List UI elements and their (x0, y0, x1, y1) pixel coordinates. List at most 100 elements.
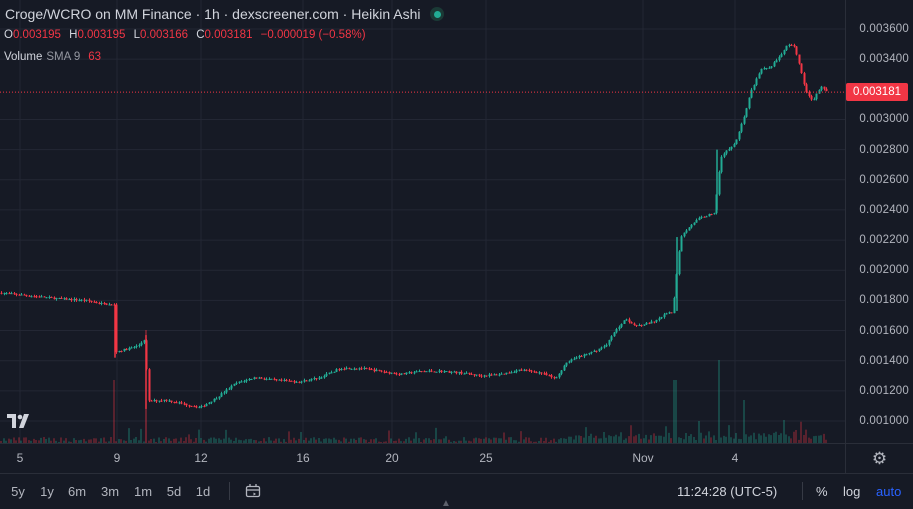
candle-body (668, 312, 671, 314)
candle-body (485, 375, 488, 377)
candle-body (333, 371, 336, 373)
candle-body (68, 299, 71, 301)
candle-body (458, 371, 461, 374)
candle-body (260, 377, 263, 379)
candle-body (78, 300, 81, 302)
range-1m-button[interactable]: 1m (133, 484, 153, 499)
time-tick-label: 25 (479, 451, 493, 465)
candle-body (495, 374, 498, 376)
candle-body (763, 68, 766, 70)
chevron-up-icon[interactable]: ▲ (441, 498, 451, 509)
candle-body (700, 216, 703, 218)
range-6m-button[interactable]: 6m (67, 484, 87, 499)
log-scale-button[interactable]: log (843, 484, 861, 499)
price-chart-svg[interactable] (0, 0, 845, 443)
candle-body (203, 405, 206, 407)
time-tick-label: 4 (731, 451, 739, 465)
ohlc-legend: O0.003195 H0.003195 L0.003166 C0.003181 … (4, 29, 371, 41)
candle-body (48, 296, 51, 298)
candle-body (475, 374, 478, 376)
candle-body (553, 377, 556, 379)
candle-body (513, 372, 516, 374)
gear-icon[interactable]: ⚙ (845, 443, 913, 473)
candle-body (500, 373, 503, 375)
range-3m-button[interactable]: 3m (100, 484, 120, 499)
volume-legend[interactable]: Volume SMA 9 63 (4, 51, 101, 63)
candle-body (265, 378, 268, 380)
candle-body (565, 362, 568, 366)
candle-body (640, 325, 643, 327)
candle-body (93, 301, 96, 303)
candle-body (250, 379, 253, 381)
last-price-label: 0.003181 (846, 83, 908, 102)
close-value: 0.003181 (204, 29, 253, 41)
candle-body (73, 299, 76, 301)
candle-body (173, 401, 176, 403)
candle-body (813, 99, 816, 101)
candle-body (610, 336, 613, 340)
candle-body (820, 86, 823, 90)
candle-body (420, 371, 423, 373)
candle-body (65, 298, 68, 300)
price-tick-label: 0.003400 (859, 53, 909, 66)
price-tick-label: 0.002000 (859, 264, 909, 277)
candle-body (323, 375, 326, 378)
candle-body (290, 380, 293, 382)
candle-body (10, 293, 13, 295)
candle-body (163, 399, 166, 401)
time-axis[interactable]: 5 9 12 16 20 25 Nov 4 (0, 443, 845, 473)
candle-body (395, 373, 398, 375)
open-label: O (4, 29, 13, 41)
auto-scale-button[interactable]: auto (876, 484, 902, 499)
clock-timezone[interactable]: 11:24:28 (UTC-5) (677, 484, 778, 499)
candle-body (60, 298, 63, 300)
candle-body (378, 369, 381, 371)
candle-body (540, 372, 543, 374)
range-5d-button[interactable]: 5d (166, 484, 182, 499)
candle-body (788, 44, 791, 46)
candle-body (778, 56, 781, 61)
candle-body (208, 402, 211, 405)
candle-body (415, 371, 418, 373)
candle-body (538, 372, 541, 374)
candle-body (245, 379, 248, 382)
high-value: 0.003195 (77, 29, 126, 41)
close-label: C (196, 29, 205, 41)
candle-body (235, 382, 238, 384)
candle-body (155, 400, 158, 402)
price-axis[interactable]: 0.001000 0.001200 0.001400 0.001600 0.001800… (845, 0, 913, 443)
range-1d-button[interactable]: 1d (195, 484, 211, 499)
candle-body (468, 372, 471, 374)
tradingview-logo[interactable] (5, 411, 33, 431)
candle-body (570, 359, 573, 362)
range-5y-button[interactable]: 5y (11, 484, 25, 499)
candle-body (718, 171, 721, 195)
candle-body (398, 374, 401, 376)
candle-body (353, 368, 356, 370)
compare-icon[interactable] (245, 483, 261, 499)
candle-body (445, 371, 448, 373)
chart-pane[interactable] (0, 0, 845, 443)
percent-scale-button[interactable]: % (816, 484, 828, 499)
candle-body (233, 383, 236, 386)
candle-body (33, 296, 36, 298)
candle-body (743, 116, 746, 124)
candle-body (280, 379, 283, 381)
candle-body (505, 372, 508, 375)
candle-body (515, 370, 518, 373)
candle-body (15, 293, 18, 295)
candle-body (363, 367, 366, 369)
range-1y-button[interactable]: 1y (40, 484, 54, 499)
candle-body (703, 216, 706, 218)
candle-body (128, 347, 131, 351)
candle-body (218, 396, 221, 399)
candle-body (630, 322, 633, 324)
candle-body (223, 392, 226, 394)
candle-body (530, 370, 533, 372)
candle-body (28, 295, 31, 297)
candle-body (375, 369, 378, 372)
candle-body (298, 381, 301, 383)
candle-body (410, 372, 413, 374)
candle-body (90, 300, 93, 302)
candle-body (735, 139, 738, 145)
